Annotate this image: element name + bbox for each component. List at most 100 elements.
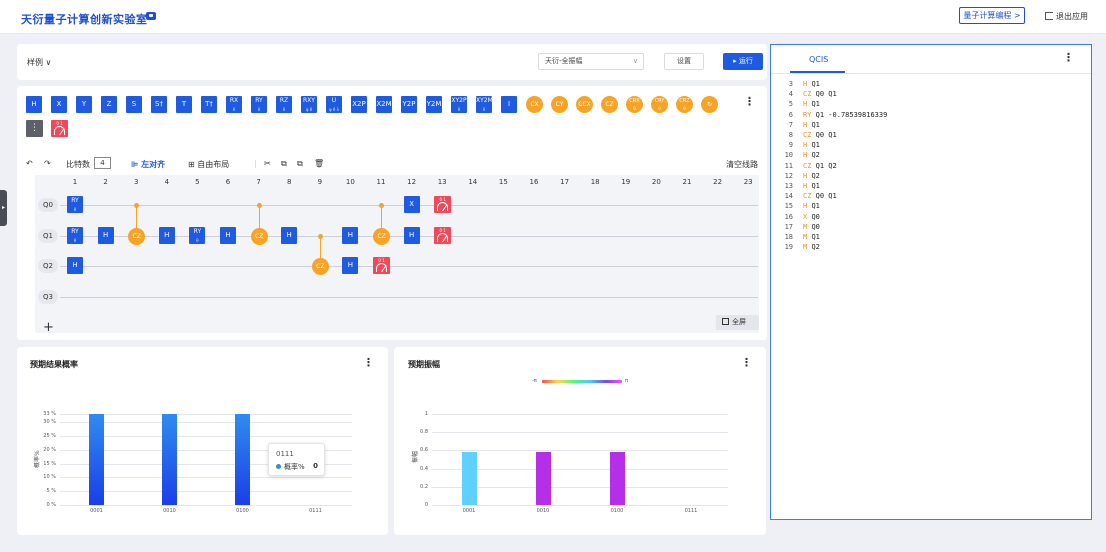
palette-gate-s†[interactable]: S†	[151, 96, 167, 113]
qubit-label-q3[interactable]: Q3	[38, 289, 58, 304]
add-qubit-button[interactable]: +	[43, 320, 54, 335]
palette-gate-rxy[interactable]: RXY φ θ	[301, 96, 317, 113]
delete-icon[interactable]: 🗑	[314, 159, 325, 168]
palette-more-icon[interactable]: ⋮	[744, 95, 755, 108]
palette-gate-cy[interactable]: CY	[551, 96, 568, 113]
circuit-gate-ry[interactable]: RY θ	[67, 226, 83, 244]
free-layout-button[interactable]: ⊞ 自由布局	[188, 159, 229, 170]
palette-gate-swap[interactable]: ↻	[701, 96, 718, 113]
palette-measure-gate[interactable]: 0 1	[51, 120, 68, 137]
code-line[interactable]: 13 H Q1	[779, 181, 820, 191]
run-button[interactable]: ▸ 运行	[723, 53, 763, 70]
gate-label: RX	[229, 97, 239, 104]
palette-gate-ry[interactable]: RY θ	[251, 96, 267, 113]
circuit-gate-cz[interactable]: CZ	[250, 227, 268, 245]
example-dropdown[interactable]: 样例 ∨	[27, 58, 52, 67]
circuit-gate-cz[interactable]: CZ	[128, 227, 146, 245]
circuit-gate-h[interactable]: H	[403, 226, 420, 244]
code-line[interactable]: 14 CZ Q0 Q1	[779, 191, 837, 201]
qubit-label-q0[interactable]: Q0	[38, 198, 58, 212]
code-line[interactable]: 19 M Q2	[779, 242, 820, 252]
clear-circuit-button[interactable]: 清空线路	[726, 160, 758, 169]
redo-icon[interactable]: ↷	[44, 159, 51, 168]
palette-gate-xy2p[interactable]: XY2P θ	[451, 96, 467, 113]
code-line[interactable]: 6 RY Q1 -0.78539816339	[779, 110, 888, 120]
left-align-button[interactable]: ⊫ 左对齐	[131, 159, 165, 170]
circuit-gate-h[interactable]: H	[281, 226, 298, 244]
palette-gate-t†[interactable]: T†	[201, 96, 217, 113]
bits-count-input[interactable]: 4	[94, 157, 111, 169]
settings-button[interactable]: 设置	[664, 53, 704, 70]
code-line[interactable]: 5 H Q1	[779, 99, 820, 109]
circuit-gate-h[interactable]: H	[220, 226, 236, 244]
gate-label: X	[56, 100, 62, 108]
circuit-gate-h[interactable]: H	[158, 226, 175, 244]
circuit-gate-cz[interactable]: CZ	[373, 227, 390, 245]
qubit-label-q1[interactable]: Q1	[38, 228, 58, 243]
code-line[interactable]: 12 H Q2	[779, 171, 820, 181]
circuit-gate-x[interactable]: X	[403, 196, 420, 213]
palette-gate-i[interactable]: I	[501, 96, 517, 113]
circuit-gate-h[interactable]: H	[342, 226, 359, 244]
circuit-canvas[interactable]	[35, 175, 759, 333]
amplitude-chart-more-icon[interactable]: ⋮	[741, 356, 752, 369]
palette-gate-h[interactable]: H	[26, 96, 42, 113]
fullscreen-button[interactable]: 全屏	[716, 315, 759, 330]
circuit-measure-gate[interactable]: 0 1	[434, 196, 452, 213]
sidebar-toggle-handle[interactable]: ▸	[0, 190, 7, 226]
palette-gate-rx[interactable]: RX θ	[226, 96, 242, 113]
exit-app-button[interactable]: 退出应用	[1045, 11, 1088, 22]
circuit-gate-ry[interactable]: RY θ	[67, 196, 83, 213]
palette-gate-cx[interactable]: CX	[526, 96, 543, 113]
quantum-programming-button[interactable]: 量子计算编程 >	[959, 7, 1025, 24]
palette-gate-t[interactable]: T	[176, 96, 192, 113]
palette-gate-x2p[interactable]: X2P	[351, 96, 367, 113]
qcis-more-icon[interactable]: ⋮	[1063, 51, 1074, 64]
code-line[interactable]: 7 H Q1	[779, 120, 820, 130]
code-line[interactable]: 8 CZ Q0 Q1	[779, 130, 837, 140]
code-line[interactable]: 16 X Q0	[779, 212, 820, 222]
code-line[interactable]: 3 H Q1	[779, 79, 820, 89]
copy-icon[interactable]: ⧉	[281, 159, 287, 168]
palette-gate-y2m[interactable]: Y2M	[426, 96, 442, 113]
code-line[interactable]: 10 H Q2	[779, 150, 820, 160]
palette-gate-x2m[interactable]: X2M	[376, 96, 392, 113]
more-gates-button[interactable]: ⋮	[26, 120, 43, 137]
palette-gate-y[interactable]: Y	[76, 96, 92, 113]
backend-select[interactable]: 天衍-全振幅 ∨	[538, 53, 644, 70]
palette-gate-y2p[interactable]: Y2P	[401, 96, 417, 113]
circuit-gate-h[interactable]: H	[67, 257, 83, 274]
palette-gate-crx[interactable]: CRX θ	[626, 96, 643, 113]
palette-gate-ccx[interactable]: CCX	[576, 96, 593, 113]
palette-gate-cry[interactable]: CRY θ	[651, 96, 668, 113]
circuit-gate-ry[interactable]: RY θ	[189, 226, 206, 244]
palette-gate-z[interactable]: Z	[101, 96, 117, 113]
y-tick-label: 0.8	[420, 429, 428, 436]
cut-icon[interactable]: ✂	[264, 159, 271, 168]
circuit-gate-h[interactable]: H	[97, 226, 114, 244]
code-line[interactable]: 15 H Q1	[779, 201, 820, 211]
circuit-measure-gate[interactable]: 0 1	[434, 226, 452, 244]
gate-label: Y	[81, 100, 87, 108]
circuit-gate-cz[interactable]: CZ	[311, 258, 329, 275]
paste-icon[interactable]: ⧉	[297, 159, 303, 168]
probability-chart-more-icon[interactable]: ⋮	[363, 356, 374, 369]
qubit-label-q2[interactable]: Q2	[38, 259, 58, 273]
code-line[interactable]: 18 M Q1	[779, 232, 820, 242]
tab-qcis[interactable]: QCIS	[809, 55, 829, 64]
circuit-gate-h[interactable]: H	[342, 257, 359, 274]
code-line[interactable]: 11 CZ Q1 Q2	[779, 161, 837, 171]
code-line[interactable]: 17 M Q0	[779, 222, 820, 232]
palette-gate-s[interactable]: S	[126, 96, 142, 113]
undo-icon[interactable]: ↶	[26, 159, 33, 168]
palette-gate-cz[interactable]: CZ	[601, 96, 618, 113]
palette-gate-crz[interactable]: CRZ θ	[676, 96, 693, 113]
palette-gate-xy2m[interactable]: XY2M θ	[476, 96, 493, 113]
palette-gate-x[interactable]: X	[51, 96, 67, 113]
code-line[interactable]: 9 H Q1	[779, 140, 820, 150]
amplitude-chart-panel	[394, 347, 766, 535]
circuit-measure-gate[interactable]: 0 1	[373, 257, 390, 274]
palette-gate-rz[interactable]: RZ θ	[276, 96, 292, 113]
code-line[interactable]: 4 CZ Q0 Q1	[779, 89, 837, 99]
